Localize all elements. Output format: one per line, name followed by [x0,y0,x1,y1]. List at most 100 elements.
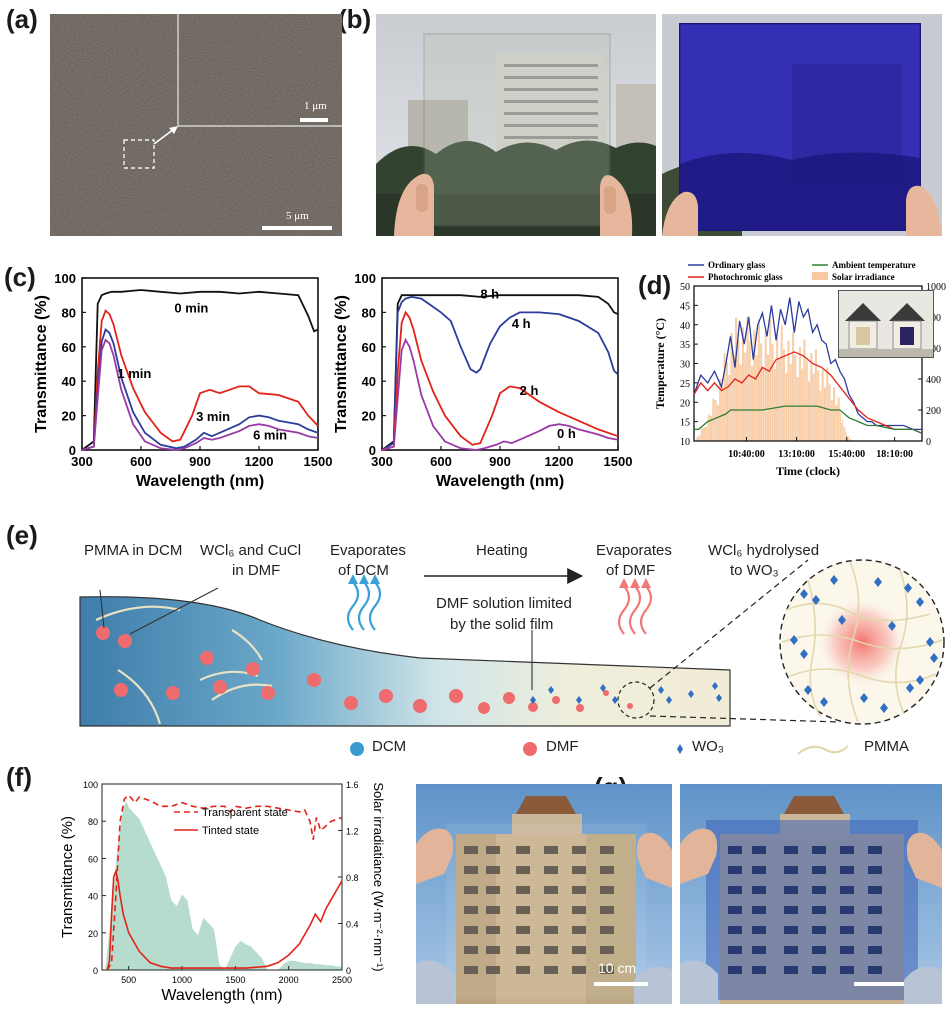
panel-label-d: (d) [638,270,672,300]
series-line-Photochromic-glass [693,351,923,434]
irradiance-bar [698,435,701,441]
irradiance-bar [753,330,756,441]
irradiance-bar [709,415,713,441]
y-tick-label: 45 [680,301,690,312]
irradiance-bar [808,381,811,441]
irradiance-bar [805,360,808,441]
irradiance-bar [845,431,847,441]
x-tick-label: 900 [189,454,211,469]
y-axis-label: Transmittance (%) [59,816,76,938]
legend-wo3-swatch [677,744,683,754]
label-hydrolysed-line2: to WO₃ [730,562,779,579]
irradiance-bar [703,427,706,441]
irradiance-bar [823,387,827,441]
y-tick-label: 50 [680,282,690,293]
series-line-0-h [381,337,619,451]
label-evap-dmf-line1: Evaporates [596,542,672,559]
series-line-3-min [81,328,319,451]
irradiance-bar [696,437,699,441]
y-axis-label: Transmittance (%) [333,295,350,433]
irradiance-bar [850,438,852,441]
label-dmf-limited-line2: by the solid film [450,616,554,633]
y-tick-label: 10 [680,437,690,448]
irradiance-bar [803,339,806,441]
irradiance-bar [794,355,797,441]
series-line-Tinted-state [106,868,343,971]
y-tick-label: 80 [362,305,376,320]
y2-tick-label: 200 [926,406,941,417]
tinted-glass-photo [662,14,942,236]
x-axis-label: Wavelength (nm) [161,987,282,1004]
legend-dmf-label: DMF [546,738,579,755]
transparent-glass-photo [376,14,656,236]
irradiance-bar [785,372,788,441]
y-tick-label: 60 [62,340,76,355]
series-line-0-min [81,289,319,451]
x-tick-label: 1500 [225,975,245,985]
y2-axis-label: Solar irradiatiance (W·m⁻²·nm⁻¹) [371,782,386,971]
irradiance-bar [826,367,829,441]
x-tick-label: 10:40:00 [728,449,765,460]
panel-label-a: (a) [6,4,38,34]
sem-micrograph: 1 μm 5 μm [50,14,342,236]
irradiance-bar [843,427,845,441]
x-tick-label: 15:40:00 [828,449,865,460]
x-tick-label: 1500 [604,454,633,469]
irradiance-bar [764,330,767,441]
y-tick-label: 0 [93,966,98,976]
y-tick-label: 40 [362,374,376,389]
irradiance-bar [780,325,783,441]
series-line-Ordinary-glass [693,297,922,431]
legend-label: Photochromic glass [708,272,783,282]
y2-tick-label: 0.8 [346,873,359,883]
irradiance-bar [741,327,744,441]
legend-swatch [812,272,828,280]
x-tick-label: 300 [371,454,393,469]
irradiance-bar [744,352,747,441]
label-wcl6-line2: in DMF [232,562,281,579]
panel-label-c: (c) [4,262,36,292]
y-axis-label: Transmittance (%) [33,295,50,433]
irradiance-bar [757,319,760,441]
legend-label: Tinted state [202,825,259,837]
irradiance-bar [714,399,717,441]
irradiance-bar [810,353,813,441]
panel-label-e: (e) [6,520,38,550]
y-tick-label: 100 [354,271,376,286]
x-tick-label: 2000 [279,975,299,985]
series-line-4-h [381,295,619,451]
irradiance-bar [847,435,849,441]
label-hydrolysed-line1: WCl₆ hydrolysed [708,542,820,559]
irradiance-bar [776,334,779,441]
series-line-6-min [81,338,319,451]
label-evap-dcm-line1: Evaporates [330,542,406,559]
irradiance-bar [798,346,801,441]
y-tick-label: 80 [88,817,98,827]
y-tick-label: 0 [369,443,376,458]
irradiance-bar [830,400,833,441]
y2-tick-label: 1000 [926,282,946,293]
y-tick-label: 40 [62,374,76,389]
y-tick-label: 30 [680,360,690,371]
series-annotation: 4 h [512,316,531,331]
legend-label: Solar irradiance [832,272,895,282]
y-tick-label: 100 [54,271,76,286]
irradiance-bar [739,364,742,441]
y-tick-label: 15 [680,418,690,429]
chart-c-left: 300 600 900 1200 1500 0 20 40 60 80 100 Wavelength … [33,271,332,490]
series-annotation: 0 min [174,300,208,315]
y-tick-label: 60 [88,854,98,864]
house-inset-photo [838,290,934,358]
irradiance-bar [737,340,740,441]
y2-tick-label: 0 [926,437,931,448]
irradiance-bar [821,369,824,441]
irradiance-bar [842,418,844,441]
irradiance-bar [849,439,851,441]
y-tick-label: 100 [83,780,98,790]
chart-d: 1015202530354045500200400600800100010:40… [653,260,946,478]
legend-dcm-label: DCM [372,738,407,755]
y-tick-label: 80 [62,305,76,320]
y-tick-label: 20 [62,409,76,424]
irradiance-bar [769,319,772,441]
